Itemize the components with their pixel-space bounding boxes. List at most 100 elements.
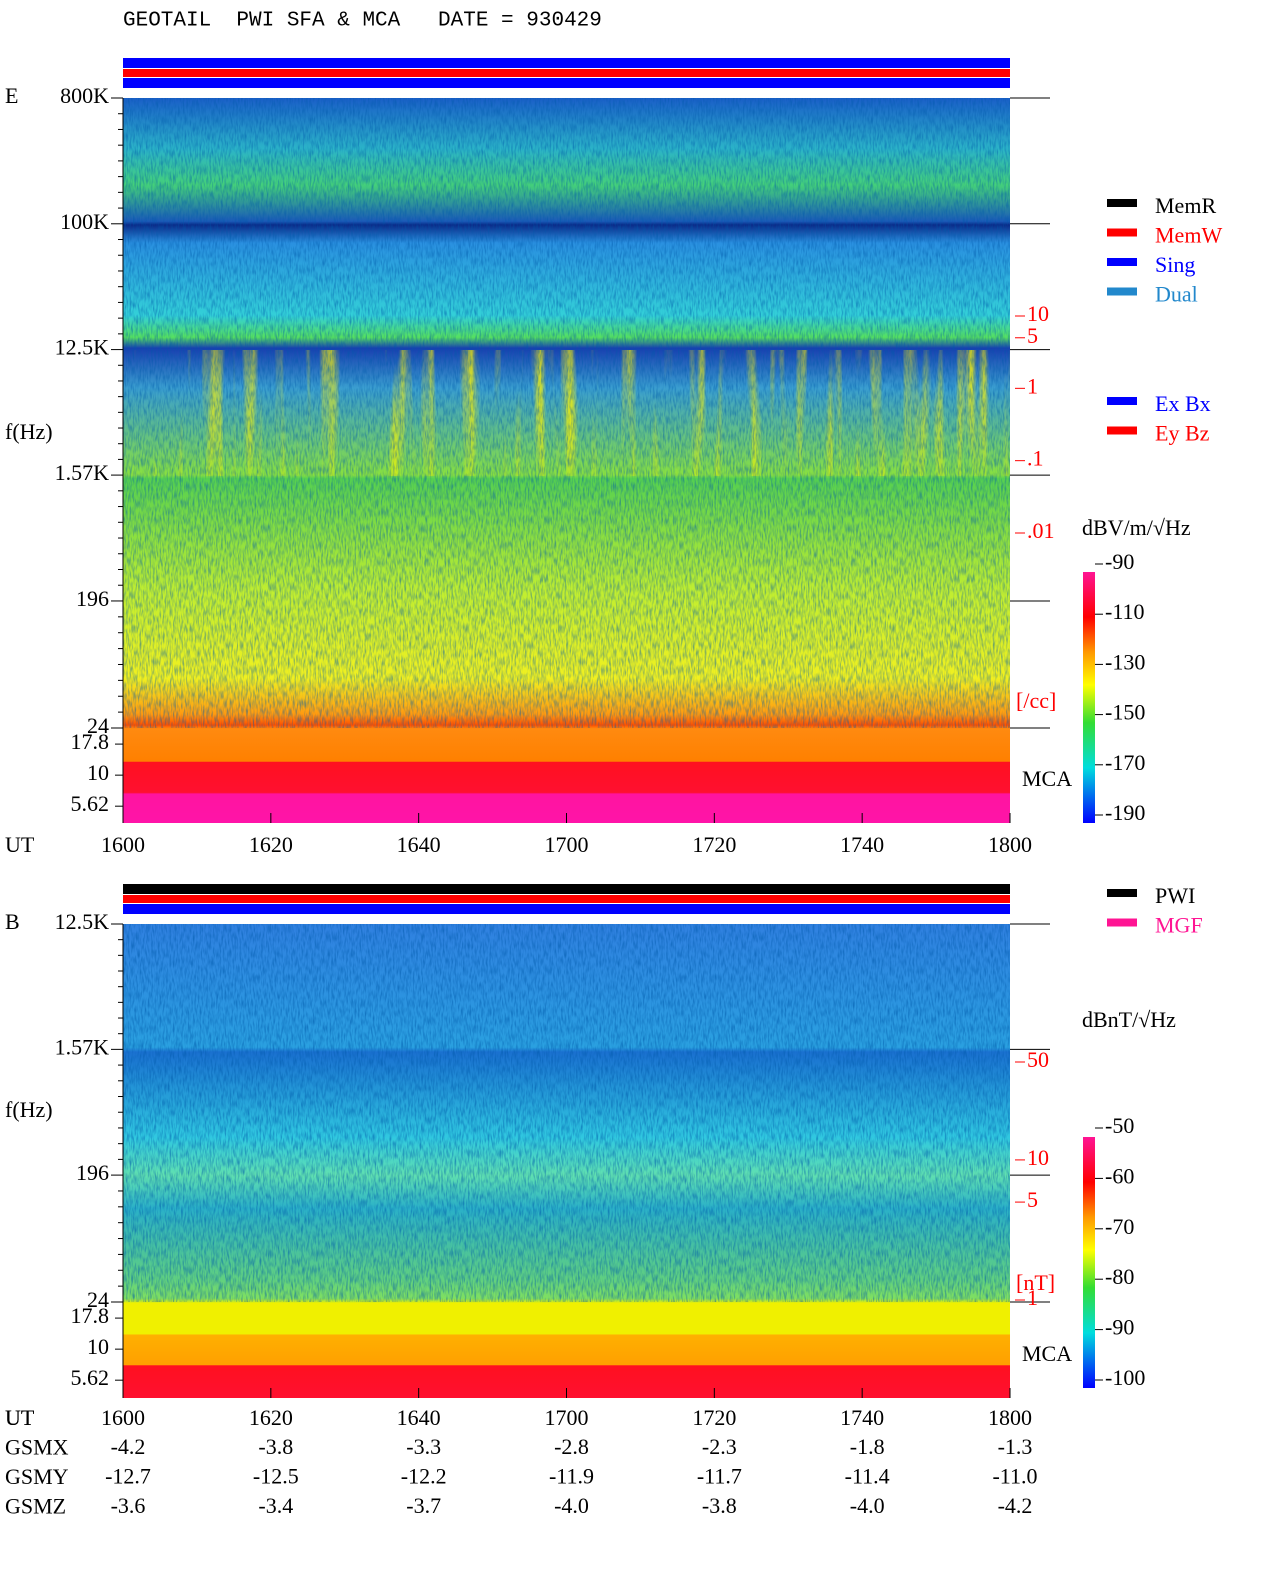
x-tick-label: 1600 (101, 1405, 145, 1430)
orbit-value: -3.4 (258, 1493, 293, 1518)
orbit-value: -4.0 (554, 1493, 589, 1518)
legend-swatch (1107, 918, 1137, 927)
y2-tick-label: 50 (1027, 1047, 1049, 1072)
colorbar (1083, 1137, 1095, 1388)
y2-tick-label: 1 (1027, 1285, 1038, 1310)
mca-tick-label: 17.8 (71, 729, 110, 754)
colorbar (1083, 572, 1095, 823)
status-bar (123, 58, 1010, 68)
colorbar-label: dBV/m/√Hz (1082, 515, 1191, 540)
y-axis-label: f(Hz) (5, 1097, 53, 1122)
legend-swatch (1107, 426, 1137, 435)
legend-swatch (1107, 397, 1137, 405)
status-bar (123, 78, 1010, 88)
orbit-value: -3.8 (702, 1493, 737, 1518)
y2-tick-label: 5 (1027, 1187, 1038, 1212)
y2-tick-label: .01 (1027, 518, 1055, 543)
title: GEOTAIL PWI SFA & MCA DATE = 930429 (123, 10, 602, 33)
orbit-value: -11.7 (697, 1464, 742, 1489)
colorbar-tick-label: -90 (1105, 549, 1134, 574)
orbit-value: -3.7 (406, 1493, 441, 1518)
status-bar (123, 69, 1010, 77)
colorbar-tick-label: -150 (1105, 700, 1145, 725)
y2-axis-label: [nT] (1016, 1270, 1055, 1295)
x-tick-label: 1600 (101, 832, 145, 857)
orbit-value: -12.7 (105, 1464, 151, 1489)
mca-tick-label: 17.8 (71, 1303, 110, 1328)
panel-label: E (5, 83, 18, 108)
y-tick-label: 24 (87, 1287, 109, 1312)
legend-label: Ey Bz (1155, 421, 1210, 446)
legend-swatch (1107, 287, 1137, 296)
x-tick-label: 1720 (692, 1405, 736, 1430)
x-tick-label: 1700 (545, 1405, 589, 1430)
y-tick-label: 1.57K (55, 1034, 110, 1059)
mca-tick-label: 5.62 (71, 791, 110, 816)
orbit-value: -4.2 (998, 1493, 1033, 1518)
x-tick-label: 1700 (545, 832, 589, 857)
y-tick-label: 800K (60, 83, 109, 108)
orbit-value: -1.3 (998, 1434, 1033, 1459)
mca-label: MCA (1022, 766, 1072, 791)
y-tick-label: 12.5K (55, 909, 110, 934)
y-tick-label: 24 (87, 713, 109, 738)
colorbar-tick-label: -100 (1105, 1365, 1145, 1390)
y-tick-label: 100K (60, 209, 109, 234)
legend-label: PWI (1155, 883, 1195, 908)
mca-tick-label: 5.62 (71, 1365, 110, 1390)
colorbar-tick-label: -60 (1105, 1163, 1134, 1188)
status-bar (123, 904, 1010, 914)
x-axis-label: UT (5, 1405, 35, 1430)
legend-swatch (1107, 258, 1137, 266)
y-tick-label: 1.57K (55, 460, 110, 485)
x-tick-label: 1620 (249, 832, 293, 857)
orbit-value: -12.2 (401, 1464, 447, 1489)
legend-label: Dual (1155, 282, 1198, 307)
orbit-label: UT (5, 1405, 35, 1430)
y2-tick-label: 1 (1027, 373, 1038, 398)
colorbar-tick-label: -110 (1105, 599, 1145, 624)
orbit-value: -1.8 (850, 1434, 885, 1459)
mca-label: MCA (1022, 1341, 1072, 1366)
x-tick-label: 1620 (249, 1405, 293, 1430)
colorbar-tick-label: -130 (1105, 649, 1145, 674)
legend-label: MemR (1155, 193, 1216, 218)
orbit-value: -2.8 (554, 1434, 589, 1459)
orbit-value: -11.9 (549, 1464, 594, 1489)
orbit-value: -4.2 (111, 1434, 146, 1459)
y-axis-label: f(Hz) (5, 419, 53, 444)
panel-label: B (5, 909, 20, 934)
colorbar-tick-label: -50 (1105, 1113, 1134, 1138)
status-bar (123, 895, 1010, 903)
orbit-value: -2.3 (702, 1434, 737, 1459)
x-tick-label: 1640 (397, 832, 441, 857)
y-tick-label: 196 (76, 586, 109, 611)
x-tick-label: 1800 (988, 832, 1032, 857)
legend-swatch (1107, 889, 1137, 897)
y2-tick-label: 10 (1027, 1145, 1049, 1170)
status-bar (123, 884, 1010, 894)
legend-label: Sing (1155, 252, 1195, 277)
legend-swatch (1107, 199, 1137, 207)
orbit-label: GSMZ (5, 1494, 66, 1519)
x-axis-label: UT (5, 832, 35, 857)
mca-tick-label: 10 (87, 760, 109, 785)
y2-axis-label: [/cc] (1016, 688, 1056, 713)
y2-tick-label: .1 (1027, 446, 1044, 471)
colorbar-tick-label: -190 (1105, 800, 1145, 825)
x-tick-label: 1740 (840, 832, 884, 857)
legend-label: MGF (1155, 913, 1203, 938)
orbit-value: -3.6 (111, 1493, 146, 1518)
legend-swatch (1107, 228, 1137, 237)
y2-tick-label: 10 (1027, 301, 1049, 326)
legend-label: Ex Bx (1155, 391, 1211, 416)
orbit-value: -3.3 (406, 1434, 441, 1459)
colorbar-tick-label: -70 (1105, 1214, 1134, 1239)
colorbar-label: dBnT/√Hz (1082, 1007, 1176, 1032)
y-tick-label: 12.5K (55, 335, 110, 360)
orbit-value: -11.4 (845, 1464, 890, 1489)
texture (123, 98, 1010, 728)
orbit-label: GSMY (5, 1464, 69, 1489)
orbit-label: GSMX (5, 1435, 69, 1460)
